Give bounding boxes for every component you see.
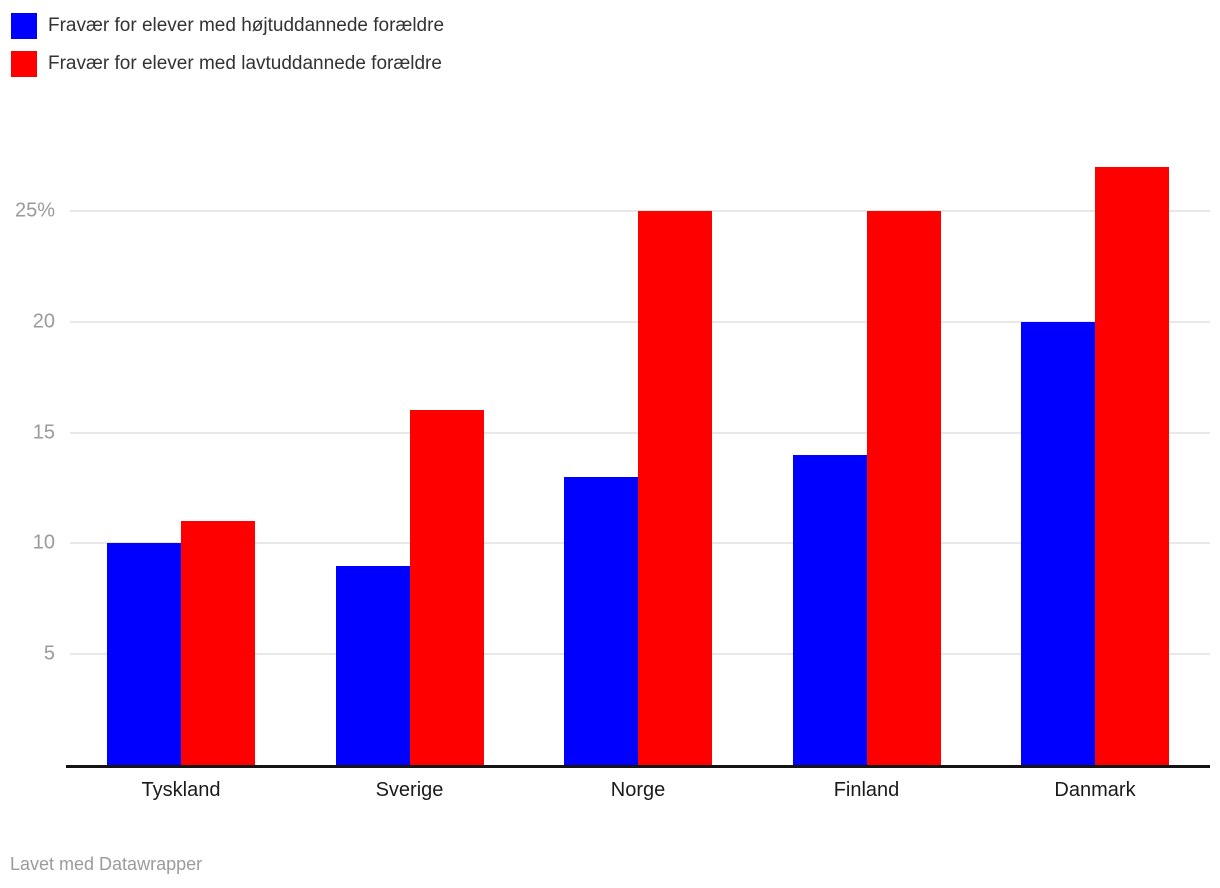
y-tick-label: 25%: [14, 199, 55, 222]
credit-line: Lavet med Datawrapper: [10, 854, 203, 874]
x-category-label: Danmark: [1054, 779, 1136, 801]
bar-tyskland-series-0: [107, 543, 181, 765]
bar-finland-series-0: [792, 454, 867, 765]
bar-danmark-series-0: [1021, 321, 1095, 765]
bar-finland-series-1: [866, 211, 941, 765]
x-category-label: Finland: [833, 779, 900, 801]
legend: Fravær for elever med højtuddannede foræ…: [11, 13, 444, 77]
legend-item: Fravær for elever med lavtuddannede foræ…: [11, 51, 444, 77]
x-category-label: Sverige: [375, 779, 444, 801]
bar-tyskland-series-1: [181, 521, 255, 765]
x-category-label: Tyskland: [141, 779, 221, 801]
y-tick-label: 15: [32, 421, 55, 444]
bar-norge-series-1: [638, 211, 712, 765]
y-tick-label: 10: [32, 531, 55, 554]
bar-danmark-series-1: [1095, 166, 1169, 765]
bar-sverige-series-1: [409, 410, 484, 765]
x-axis-line: [66, 765, 1210, 768]
legend-swatch-icon: [11, 51, 37, 77]
bar-sverige-series-0: [335, 565, 410, 765]
legend-label: Fravær for elever med lavtuddannede foræ…: [48, 53, 442, 74]
legend-label: Fravær for elever med højtuddannede foræ…: [48, 15, 445, 36]
legend-swatch-icon: [11, 13, 37, 39]
y-tick-label: 20: [32, 310, 55, 333]
y-tick-label: 5: [43, 642, 55, 665]
bar-norge-series-0: [564, 476, 638, 765]
legend-item: Fravær for elever med højtuddannede foræ…: [11, 13, 444, 39]
x-category-label: Norge: [610, 779, 666, 801]
